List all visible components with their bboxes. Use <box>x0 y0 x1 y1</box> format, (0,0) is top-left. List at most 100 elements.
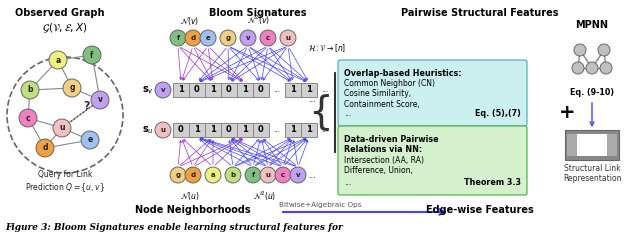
Text: u: u <box>161 127 166 133</box>
Text: $\mathcal{G}(\mathcal{V},\mathcal{E},X)$: $\mathcal{G}(\mathcal{V},\mathcal{E},X)$ <box>42 22 88 35</box>
Text: d: d <box>42 143 48 152</box>
Text: 0: 0 <box>258 86 264 95</box>
Text: 1: 1 <box>194 126 200 135</box>
Text: b: b <box>28 86 33 95</box>
Text: $\mathcal{N}(v)$: $\mathcal{N}(v)$ <box>180 15 200 27</box>
FancyBboxPatch shape <box>221 83 237 97</box>
FancyBboxPatch shape <box>205 83 221 97</box>
Circle shape <box>185 167 201 183</box>
Text: $\mathbf{s}_u$: $\mathbf{s}_u$ <box>142 124 154 136</box>
Text: $\mathcal{N}^2(v)$: $\mathcal{N}^2(v)$ <box>246 14 269 27</box>
Circle shape <box>19 109 37 127</box>
Circle shape <box>83 46 101 64</box>
Text: c: c <box>26 114 30 123</box>
Text: e: e <box>205 35 211 41</box>
Circle shape <box>586 62 598 74</box>
Text: ?: ? <box>83 101 90 111</box>
Circle shape <box>155 122 171 138</box>
FancyBboxPatch shape <box>221 123 237 137</box>
FancyBboxPatch shape <box>253 83 269 97</box>
Text: e: e <box>88 136 93 145</box>
Text: ...: ... <box>344 109 351 118</box>
Text: 1: 1 <box>178 86 184 95</box>
Circle shape <box>81 131 99 149</box>
Text: $\mathcal{N}(u)$: $\mathcal{N}(u)$ <box>180 190 200 202</box>
Text: g: g <box>225 35 230 41</box>
Text: Node Neighborhoods: Node Neighborhoods <box>135 205 251 215</box>
Text: {: { <box>308 93 333 131</box>
Text: f: f <box>252 172 255 178</box>
Text: ...: ... <box>273 86 280 95</box>
Text: Theorem 3.3: Theorem 3.3 <box>464 178 521 187</box>
Text: Eq. (5),(7): Eq. (5),(7) <box>475 109 521 118</box>
Text: 1: 1 <box>242 126 248 135</box>
Text: 1: 1 <box>306 86 312 95</box>
FancyBboxPatch shape <box>237 83 253 97</box>
FancyBboxPatch shape <box>189 123 205 137</box>
FancyBboxPatch shape <box>607 134 617 156</box>
Text: 1: 1 <box>210 126 216 135</box>
Text: Pairwise Structural Features: Pairwise Structural Features <box>401 8 559 18</box>
Text: u: u <box>266 172 271 178</box>
Text: Query for Link
Prediction $Q=\{u,v\}$: Query for Link Prediction $Q=\{u,v\}$ <box>25 170 105 194</box>
FancyBboxPatch shape <box>301 83 317 97</box>
Text: g: g <box>175 172 180 178</box>
Circle shape <box>600 62 612 74</box>
Circle shape <box>245 167 261 183</box>
Text: Data-driven Pairwise
Relations via NN:: Data-driven Pairwise Relations via NN: <box>344 135 438 154</box>
FancyBboxPatch shape <box>189 83 205 97</box>
Text: 1: 1 <box>242 86 248 95</box>
Circle shape <box>205 167 221 183</box>
Circle shape <box>240 30 256 46</box>
Circle shape <box>598 44 610 56</box>
Text: $\mathcal{H}:\mathcal{V}\to[n]$: $\mathcal{H}:\mathcal{V}\to[n]$ <box>308 42 346 54</box>
FancyBboxPatch shape <box>173 83 189 97</box>
Text: 1: 1 <box>210 86 216 95</box>
Text: 1: 1 <box>290 126 296 135</box>
Circle shape <box>21 81 39 99</box>
Circle shape <box>572 62 584 74</box>
Text: b: b <box>230 172 236 178</box>
Text: a: a <box>56 55 61 64</box>
Circle shape <box>280 30 296 46</box>
Text: c: c <box>281 172 285 178</box>
Text: Intersection (AA, RA)
Difference, Union,: Intersection (AA, RA) Difference, Union, <box>344 156 424 175</box>
Text: Bitwise+Algebraic Ops: Bitwise+Algebraic Ops <box>279 202 361 208</box>
FancyBboxPatch shape <box>285 83 301 97</box>
Text: Bloom Signatures: Bloom Signatures <box>209 8 307 18</box>
Text: Edge-wise Features: Edge-wise Features <box>426 205 534 215</box>
Text: v: v <box>246 35 250 41</box>
Circle shape <box>155 82 171 98</box>
Text: v: v <box>161 87 165 93</box>
FancyBboxPatch shape <box>567 134 577 156</box>
Text: a: a <box>211 172 215 178</box>
Circle shape <box>36 139 54 157</box>
Text: ...: ... <box>344 178 351 187</box>
FancyBboxPatch shape <box>577 134 607 156</box>
Text: Overlap-based Heuristics:: Overlap-based Heuristics: <box>344 69 461 78</box>
Circle shape <box>63 79 81 97</box>
Text: 1: 1 <box>290 86 296 95</box>
Circle shape <box>260 30 276 46</box>
Text: v: v <box>296 172 300 178</box>
Text: ...: ... <box>273 126 280 135</box>
Text: d: d <box>191 35 196 41</box>
FancyBboxPatch shape <box>237 123 253 137</box>
Text: g: g <box>69 83 75 92</box>
Circle shape <box>170 167 186 183</box>
Text: Structural Link
Representation: Structural Link Representation <box>563 164 621 183</box>
Circle shape <box>275 167 291 183</box>
Text: +: + <box>559 102 575 122</box>
Text: MPNN: MPNN <box>575 20 609 30</box>
Circle shape <box>185 30 201 46</box>
Circle shape <box>574 44 586 56</box>
FancyBboxPatch shape <box>301 123 317 137</box>
Text: 0: 0 <box>258 126 264 135</box>
Circle shape <box>290 167 306 183</box>
FancyBboxPatch shape <box>253 123 269 137</box>
Text: Common Neighbor (CN)
Cosine Similarity,
Containment Score,: Common Neighbor (CN) Cosine Similarity, … <box>344 79 435 109</box>
FancyBboxPatch shape <box>285 123 301 137</box>
Text: 0: 0 <box>226 86 232 95</box>
Circle shape <box>91 91 109 109</box>
Text: $\mathcal{N}^2(u)$: $\mathcal{N}^2(u)$ <box>253 190 276 203</box>
